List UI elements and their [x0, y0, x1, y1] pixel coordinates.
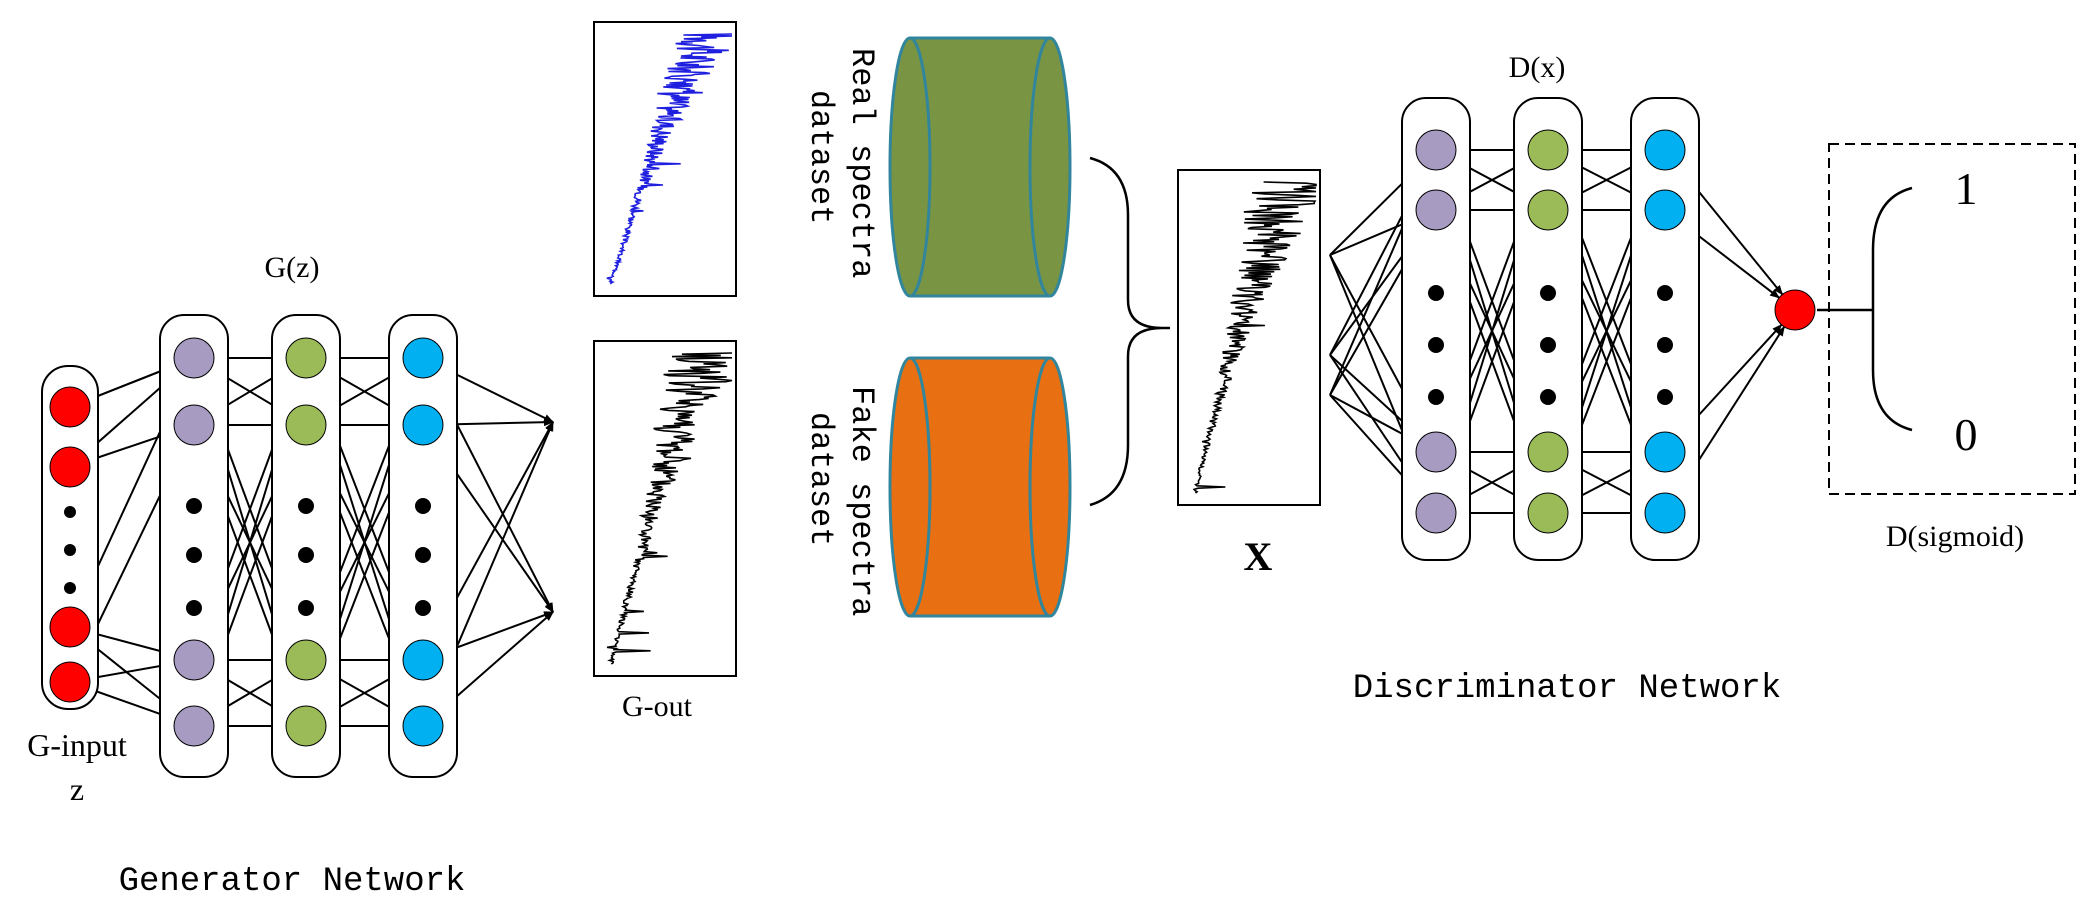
- discriminator-layer-3-node: [1644, 189, 1686, 231]
- generator-layer-2-node: [285, 639, 327, 681]
- real-dataset-label-line2: dataset: [802, 90, 839, 224]
- ellipsis-dot: [415, 600, 431, 616]
- discriminator-network: X D(x) Discriminator Network 1 0 D(sigmo…: [1177, 51, 2076, 708]
- discriminator-layer-1-node: [1415, 492, 1457, 534]
- generator-layer-3-node: [402, 404, 444, 446]
- ellipsis-dot: [64, 544, 76, 556]
- dataset-merge-brace: [1089, 156, 1163, 507]
- generator-layer-1-node: [173, 337, 215, 379]
- ellipsis-dot: [1428, 389, 1444, 405]
- discriminator-layer-1-node: [1415, 431, 1457, 473]
- ellipsis-dot: [1657, 337, 1673, 353]
- generator-layer-3-node: [402, 705, 444, 747]
- ellipsis-dot: [415, 547, 431, 563]
- generator-input-variable: z: [70, 771, 84, 807]
- generator-network-label: G(z): [265, 251, 320, 284]
- generator-output-label: G-out: [622, 690, 693, 723]
- generator-layer-1-node: [173, 404, 215, 446]
- discriminator-title: Discriminator Network: [1353, 670, 1781, 708]
- generator-layer-1-node: [173, 705, 215, 747]
- ellipsis-dot: [1540, 389, 1556, 405]
- generator-input-label: G-input: [27, 727, 127, 763]
- discriminator-input-curve: [1192, 181, 1317, 494]
- ellipsis-dot: [186, 600, 202, 616]
- discriminator-input-plot: [1177, 169, 1321, 506]
- generator-input-node: [49, 386, 91, 428]
- generator-layer-3-node: [402, 639, 444, 681]
- ellipsis-dot: [64, 582, 76, 594]
- generator-input-node: [49, 606, 91, 648]
- generator-layer-2-node: [285, 337, 327, 379]
- ellipsis-dot: [1540, 337, 1556, 353]
- ellipsis-dot: [1428, 285, 1444, 301]
- generator-network: G(z) G-input z Generator Network G-out: [27, 21, 737, 901]
- ellipsis-dot: [64, 506, 76, 518]
- real-dataset-label-line1: Real spectra: [843, 48, 880, 278]
- discriminator-layer-2-node: [1527, 492, 1569, 534]
- generator-layer-1-node: [173, 639, 215, 681]
- ellipsis-dot: [298, 600, 314, 616]
- ellipsis-dot: [186, 498, 202, 514]
- discriminator-layer-3-node: [1644, 431, 1686, 473]
- output-value-high: 1: [1955, 163, 1978, 214]
- discriminator-layer-2-node: [1527, 189, 1569, 231]
- ellipsis-dot: [1657, 285, 1673, 301]
- generated-spectrum-plot: [593, 340, 737, 677]
- generator-title: Generator Network: [119, 863, 466, 901]
- discriminator-nodes: [1415, 129, 1816, 534]
- discriminator-layer-2-node: [1527, 129, 1569, 171]
- fake-dataset-cylinder: [888, 356, 1072, 618]
- generator-input-node: [49, 661, 91, 703]
- generator-layer-2-node: [285, 705, 327, 747]
- datasets: Real spectra dataset Fake spectra datase…: [802, 36, 1170, 618]
- ellipsis-dot: [1540, 285, 1556, 301]
- generated-spectrum-curve: [606, 352, 733, 665]
- generator-layer-3-node: [402, 337, 444, 379]
- ellipsis-dot: [298, 498, 314, 514]
- sigmoid-output-box: [1828, 143, 2076, 495]
- real-dataset-cylinder: [888, 36, 1072, 298]
- generator-nodes: [49, 337, 444, 747]
- ellipsis-dot: [1428, 337, 1444, 353]
- discriminator-layer-1-node: [1415, 129, 1457, 171]
- discriminator-layer-3-node: [1644, 129, 1686, 171]
- real-spectrum-plot: [593, 21, 737, 297]
- output-brace: [1871, 186, 1913, 432]
- generator-layer-2-node: [285, 404, 327, 446]
- discriminator-input-label: X: [1244, 534, 1273, 579]
- sigmoid-output-label: D(sigmoid): [1886, 520, 2024, 553]
- discriminator-layer-2-node: [1527, 431, 1569, 473]
- ellipsis-dot: [1657, 389, 1673, 405]
- ellipsis-dot: [415, 498, 431, 514]
- output-value-low: 0: [1955, 409, 1978, 460]
- discriminator-layer-1-node: [1415, 189, 1457, 231]
- generator-input-node: [49, 446, 91, 488]
- discriminator-layer-3-node: [1644, 492, 1686, 534]
- discriminator-network-label: D(x): [1509, 51, 1566, 84]
- real-spectrum-curve: [606, 33, 733, 285]
- fake-dataset-label-line2: dataset: [802, 412, 839, 546]
- ellipsis-dot: [298, 547, 314, 563]
- fake-dataset-label-line1: Fake spectra: [843, 386, 880, 616]
- discriminator-output-node: [1774, 289, 1816, 331]
- ellipsis-dot: [186, 547, 202, 563]
